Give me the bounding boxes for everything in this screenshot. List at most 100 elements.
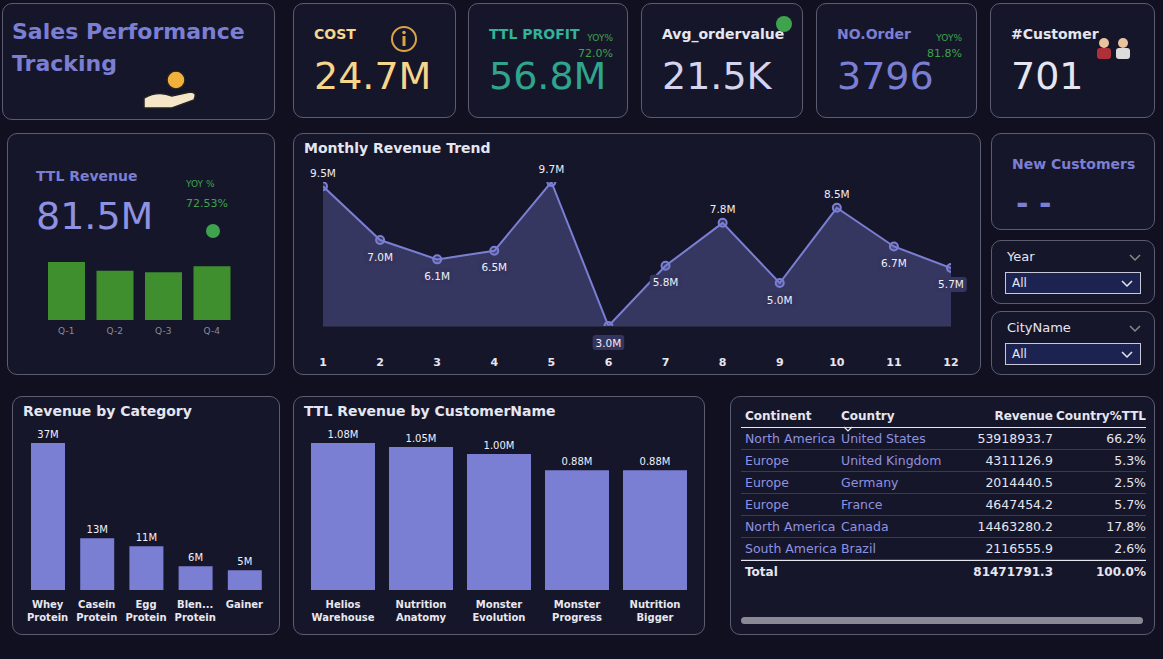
- html-text:21.5K: 21.5K: [662, 54, 772, 98]
- svg-text:9.5M: 9.5M: [310, 167, 336, 179]
- svg-text:Q-3: Q-3: [155, 326, 171, 336]
- html-text:66.2%: 66.2%: [1106, 431, 1146, 446]
- html-text:Avg_ordervalue: Avg_ordervalue: [662, 26, 785, 42]
- html-text:United Kingdom: United Kingdom: [841, 453, 942, 468]
- svg-text:8: 8: [719, 356, 727, 369]
- svg-text:Casein: Casein: [78, 599, 115, 610]
- html-text:#Customer: #Customer: [1011, 26, 1099, 42]
- svg-text:1.05M: 1.05M: [406, 433, 437, 444]
- html-text:Europe: Europe: [745, 475, 789, 490]
- html-text:New Customers: New Customers: [1012, 156, 1136, 172]
- svg-text:5M: 5M: [237, 556, 252, 567]
- html-text:North America Canada: North America Canada: [745, 519, 889, 534]
- svg-text:Monster: Monster: [554, 599, 600, 610]
- html-text:All: All: [1012, 276, 1027, 290]
- svg-text:3.0M: 3.0M: [596, 337, 622, 349]
- html-text:2.6%: 2.6%: [1114, 541, 1146, 556]
- svg-text:Protein: Protein: [125, 612, 166, 623]
- svg-text:9.7M: 9.7M: [538, 163, 564, 175]
- html-text:Revenue by Category: Revenue by Category: [23, 403, 192, 419]
- html-text:14463280.2: 14463280.2: [977, 519, 1053, 534]
- svg-text:8.5M: 8.5M: [824, 188, 850, 200]
- svg-text:Whey: Whey: [32, 599, 64, 610]
- svg-text:6M: 6M: [188, 552, 203, 563]
- svg-text:Warehouse: Warehouse: [312, 612, 375, 623]
- svg-text:Helios: Helios: [326, 599, 361, 610]
- svg-text:Gainer: Gainer: [226, 599, 263, 610]
- svg-text:Q-1: Q-1: [58, 326, 74, 336]
- svg-text:Q-2: Q-2: [107, 326, 123, 336]
- svg-text:Blen...: Blen...: [177, 599, 213, 610]
- svg-text:Bigger: Bigger: [636, 612, 673, 623]
- html-text:CityName: CityName: [1007, 320, 1071, 335]
- svg-text:37M: 37M: [37, 429, 58, 440]
- svg-text:Protein: Protein: [27, 612, 68, 623]
- svg-text:6.1M: 6.1M: [424, 270, 450, 282]
- svg-text:1: 1: [319, 356, 327, 369]
- svg-text:5: 5: [548, 356, 556, 369]
- svg-text:Monster: Monster: [476, 599, 522, 610]
- html-text:NO.Order: NO.Order: [837, 26, 911, 42]
- svg-text:6: 6: [605, 356, 613, 369]
- html-text:TTL Revenue: TTL Revenue: [36, 168, 138, 184]
- html-text:Germany: Germany: [841, 475, 899, 490]
- html-text:2.5%: 2.5%: [1114, 475, 1146, 490]
- svg-text:Protein: Protein: [175, 612, 216, 623]
- html-text:Year: Year: [1007, 249, 1035, 264]
- html-text:5.7%: 5.7%: [1114, 497, 1146, 512]
- svg-text:7: 7: [662, 356, 670, 369]
- html-text:53918933.7: 53918933.7: [977, 431, 1053, 446]
- html-text:Monthly Revenue Trend: Monthly Revenue Trend: [304, 140, 491, 156]
- html-text:Europe: Europe: [745, 453, 789, 468]
- svg-text:10: 10: [829, 356, 845, 369]
- html-text:Continent: Continent: [745, 409, 812, 423]
- svg-text:7.8M: 7.8M: [710, 203, 736, 215]
- svg-text:0.88M: 0.88M: [640, 456, 671, 467]
- html-text:France: France: [841, 497, 883, 512]
- svg-text:6.7M: 6.7M: [881, 257, 907, 269]
- html-text:North America United States: North America United States: [745, 431, 926, 446]
- svg-text:Anatomy: Anatomy: [396, 612, 447, 623]
- svg-text:2: 2: [376, 356, 384, 369]
- svg-text:4: 4: [490, 356, 498, 369]
- svg-text:7.0M: 7.0M: [367, 251, 393, 263]
- svg-text:11M: 11M: [136, 532, 157, 543]
- html-text:4311126.9: 4311126.9: [985, 453, 1053, 468]
- svg-text:1.00M: 1.00M: [484, 440, 515, 451]
- svg-text:5.7M: 5.7M: [938, 278, 964, 290]
- html-text:South America Brazil: South America Brazil: [745, 541, 876, 556]
- html-text:TTL Revenue by CustomerName: TTL Revenue by CustomerName: [304, 403, 556, 419]
- svg-text:Protein: Protein: [76, 612, 117, 623]
- svg-text:5.8M: 5.8M: [653, 276, 679, 288]
- html-text:Europe: Europe: [745, 497, 789, 512]
- html-text:56.8M: 56.8M: [489, 54, 607, 98]
- svg-text:6.5M: 6.5M: [481, 261, 507, 273]
- html-text:81.5M: 81.5M: [36, 194, 154, 238]
- svg-text:9: 9: [776, 356, 784, 369]
- html-text:24.7M: 24.7M: [314, 54, 432, 98]
- html-text:701: 701: [1011, 54, 1084, 98]
- html-text:TTL PROFIT: TTL PROFIT: [489, 26, 580, 42]
- html-text:Sales Performance Tracking: Sales Performance Tracking: [12, 19, 245, 76]
- svg-text:Nutrition: Nutrition: [630, 599, 681, 610]
- svg-text:3: 3: [433, 356, 441, 369]
- svg-text:Nutrition: Nutrition: [396, 599, 447, 610]
- html-text:2116555.9: 2116555.9: [985, 541, 1053, 556]
- svg-text:5.0M: 5.0M: [767, 294, 793, 306]
- html-text:2014440.5: 2014440.5: [985, 475, 1053, 490]
- svg-text:Evolution: Evolution: [473, 612, 526, 623]
- svg-text:13M: 13M: [87, 524, 108, 535]
- svg-text:Q-4: Q-4: [204, 326, 221, 336]
- html-text:All: All: [1012, 347, 1027, 361]
- svg-text:Egg: Egg: [135, 599, 156, 610]
- svg-text:Progress: Progress: [552, 612, 602, 623]
- svg-text:1.08M: 1.08M: [328, 429, 359, 440]
- html-text:COST: COST: [314, 26, 356, 42]
- html-text:3796: 3796: [837, 54, 934, 98]
- svg-text:12: 12: [943, 356, 958, 369]
- html-text:4647454.2: 4647454.2: [985, 497, 1053, 512]
- svg-text:0.88M: 0.88M: [562, 456, 593, 467]
- html-text:5.3%: 5.3%: [1114, 453, 1146, 468]
- html-text:17.8%: 17.8%: [1106, 519, 1146, 534]
- svg-text:11: 11: [886, 356, 901, 369]
